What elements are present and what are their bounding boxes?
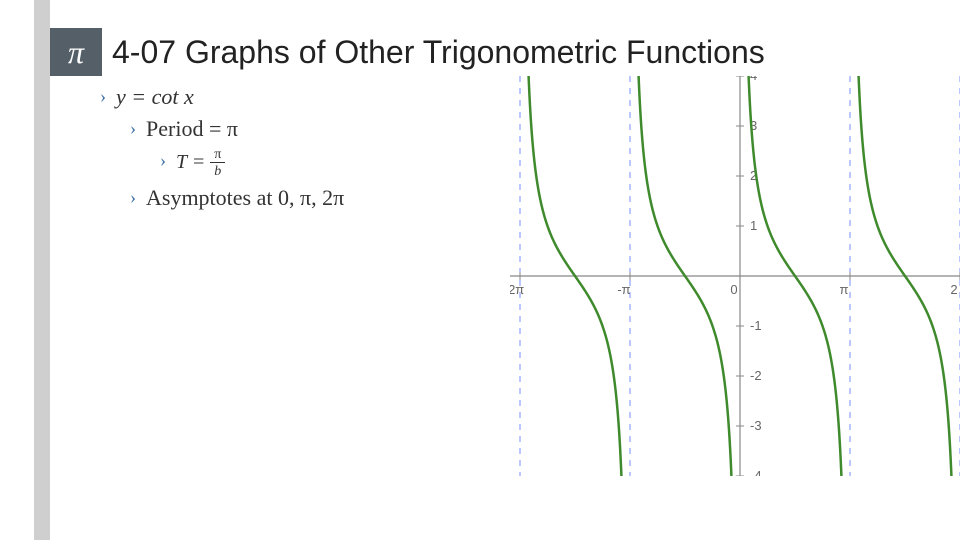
chevron-icon: ›	[100, 86, 106, 107]
bullet-asymptotes: › Asymptotes at 0, π, 2π	[130, 185, 344, 211]
chevron-icon: ›	[130, 118, 136, 139]
bullet-period: › Period = π	[130, 116, 344, 142]
svg-text:-4: -4	[750, 468, 762, 476]
bullet-period-formula: › T = π b	[160, 148, 344, 179]
svg-text:0: 0	[730, 282, 737, 297]
period-text: Period = π	[146, 116, 238, 142]
left-accent-strip	[34, 0, 50, 540]
svg-text:π: π	[840, 282, 849, 297]
period-formula: T = π b	[176, 148, 225, 179]
chevron-icon: ›	[160, 150, 166, 171]
chart-svg: -4-3-2-11234-2π-π0π2	[510, 76, 960, 476]
svg-text:-2π: -2π	[510, 282, 524, 297]
bullet-content: › y = cot x › Period = π › T = π b › Asy…	[100, 84, 344, 217]
svg-text:-2: -2	[750, 368, 762, 383]
chevron-icon: ›	[130, 187, 136, 208]
svg-text:-π: -π	[617, 282, 630, 297]
equation-text: y = cot x	[116, 84, 194, 110]
svg-text:-1: -1	[750, 318, 762, 333]
slide-title-row: π 4-07 Graphs of Other Trigonometric Fun…	[50, 28, 765, 76]
bullet-equation: › y = cot x	[100, 84, 344, 110]
svg-text:-3: -3	[750, 418, 762, 433]
slide-title: 4-07 Graphs of Other Trigonometric Funct…	[112, 34, 765, 71]
cotangent-graph: -4-3-2-11234-2π-π0π2	[510, 76, 960, 476]
asymptotes-text: Asymptotes at 0, π, 2π	[146, 185, 344, 211]
svg-text:2: 2	[950, 282, 957, 297]
svg-text:4: 4	[750, 76, 757, 83]
svg-text:1: 1	[750, 218, 757, 233]
pi-icon: π	[50, 28, 102, 76]
